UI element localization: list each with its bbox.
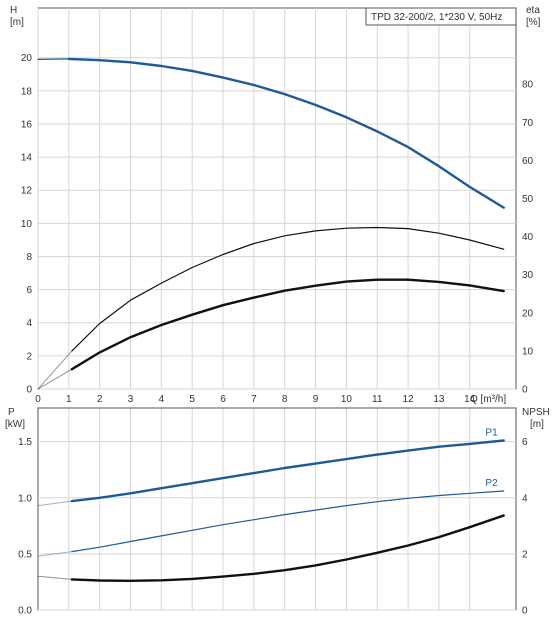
upper-grid <box>37 8 516 610</box>
upper-right-tick-label: 60 <box>522 156 534 167</box>
series-eta1-line <box>37 350 73 390</box>
lower-left-axis-label-line1: P <box>8 407 15 418</box>
upper-left-tick-label: 8 <box>26 252 32 263</box>
lower-left-tick-label: 0.0 <box>18 606 32 617</box>
lower-tick-labels: 0.0 0.5 1.0 1.5 0 2 4 6 <box>18 437 528 616</box>
x-tick-label: 9 <box>313 394 319 405</box>
lower-grid <box>38 441 516 611</box>
series-eta2-line <box>70 278 505 371</box>
upper-right-tick-label: 80 <box>522 80 534 91</box>
lower-left-tick-label: 0.5 <box>18 549 32 560</box>
x-tick-label: 2 <box>97 394 103 405</box>
lower-left-axis-label-line2: [kW] <box>5 419 25 430</box>
x-tick-label: 3 <box>128 394 134 405</box>
series-p1-line <box>70 439 505 503</box>
series-npsh-line <box>70 514 505 582</box>
upper-left-tick-label: 0 <box>26 385 32 396</box>
lower-left-tick-label: 1.5 <box>18 437 32 448</box>
upper-right-tick-label: 20 <box>522 308 534 319</box>
series-p2-line <box>71 490 505 553</box>
x-axis-label: Q [m³/h] <box>470 394 506 405</box>
x-tick-label: 10 <box>341 394 353 405</box>
upper-left-tick-label: 6 <box>26 285 32 296</box>
upper-series <box>37 57 505 390</box>
x-tick-label: 5 <box>189 394 195 405</box>
chart-title: TPD 32-200/2, 1*230 V, 50Hz <box>371 12 502 23</box>
upper-tick-labels: 0 1 2 3 4 5 6 7 8 9 10 11 12 13 1402468101214161820010… <box>21 53 534 405</box>
series-eta2-line <box>37 368 73 390</box>
lower-left-tick-label: 1.0 <box>18 493 32 504</box>
series-p2-line <box>37 551 73 557</box>
upper-left-tick-label: 10 <box>21 219 33 230</box>
upper-left-tick-label: 4 <box>26 318 32 329</box>
x-tick-label: 6 <box>220 394 226 405</box>
title-box <box>365 7 517 26</box>
lower-right-tick-label: 4 <box>522 493 528 504</box>
x-tick-label: 11 <box>372 394 383 405</box>
lower-right-axis-label-line2: [m] <box>530 419 544 430</box>
upper-right-axis-label-line2: [%] <box>526 17 541 28</box>
series-label-p2: P2 <box>485 478 498 489</box>
upper-left-tick-label: 20 <box>21 53 33 64</box>
upper-left-tick-label: 16 <box>21 119 33 130</box>
lower-right-axis-label-line1: NPSH <box>522 407 550 418</box>
upper-right-axis-label-line1: eta <box>526 5 540 16</box>
x-tick-label: 1 <box>66 394 72 405</box>
upper-left-tick-label: 18 <box>21 86 33 97</box>
upper-right-tick-label: 40 <box>522 232 534 243</box>
upper-left-tick-label: 12 <box>21 186 33 197</box>
lower-series: P1 P2 <box>37 428 505 582</box>
upper-right-tick-label: 70 <box>522 118 534 129</box>
x-tick-label: 13 <box>433 394 445 405</box>
upper-plot-frame <box>37 7 517 390</box>
lower-right-tick-label: 2 <box>522 549 528 560</box>
upper-right-tick-label: 10 <box>522 346 534 357</box>
upper-left-tick-label: 2 <box>26 351 32 362</box>
x-tick-label: 12 <box>403 394 415 405</box>
upper-left-tick-label: 14 <box>21 153 33 164</box>
series-eta1-line <box>71 226 505 352</box>
series-p1-line <box>37 500 73 507</box>
upper-right-tick-label: 50 <box>522 194 534 205</box>
upper-right-tick-label: 0 <box>522 385 528 396</box>
x-tick-label: 7 <box>251 394 257 405</box>
x-tick-label: 0 <box>35 394 41 405</box>
x-tick-label: 4 <box>159 394 165 405</box>
upper-left-axis-label-line1: H <box>10 5 17 16</box>
lower-right-tick-label: 6 <box>522 437 528 448</box>
series-npsh-line <box>37 575 73 580</box>
x-tick-label: 14 <box>464 394 476 405</box>
series-label-p1: P1 <box>485 428 498 439</box>
upper-right-tick-label: 30 <box>522 270 534 281</box>
lower-right-tick-label: 0 <box>522 606 528 617</box>
series-h-line <box>37 58 70 61</box>
upper-left-axis-label-line2: [m] <box>10 17 24 28</box>
x-tick-label: 8 <box>282 394 288 405</box>
series-h-line <box>67 57 505 209</box>
